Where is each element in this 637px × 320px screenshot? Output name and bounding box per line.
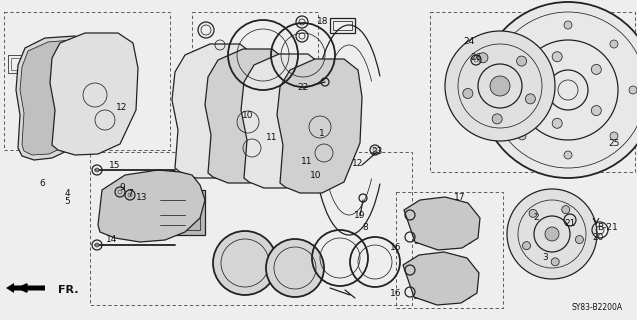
Bar	[11, 58, 33, 70]
Text: 1: 1	[319, 129, 325, 138]
Circle shape	[490, 76, 510, 96]
Circle shape	[564, 21, 572, 29]
Text: 8: 8	[362, 223, 368, 233]
Text: 26: 26	[470, 52, 482, 61]
Circle shape	[445, 31, 555, 141]
Polygon shape	[98, 170, 205, 242]
Text: FR.: FR.	[58, 285, 78, 295]
Polygon shape	[205, 49, 290, 183]
Polygon shape	[404, 197, 480, 250]
Text: 6: 6	[39, 179, 45, 188]
Circle shape	[529, 209, 537, 217]
Text: 22: 22	[297, 84, 308, 92]
Text: 2: 2	[533, 213, 539, 222]
Text: 24: 24	[463, 37, 475, 46]
Circle shape	[526, 94, 535, 104]
Bar	[333, 21, 352, 30]
Circle shape	[551, 258, 559, 266]
Text: 5: 5	[64, 197, 70, 206]
Circle shape	[552, 52, 562, 62]
Circle shape	[499, 86, 507, 94]
Circle shape	[507, 189, 597, 279]
Circle shape	[522, 242, 531, 250]
Text: B-21: B-21	[597, 223, 617, 233]
Circle shape	[552, 118, 562, 128]
Text: 25: 25	[608, 139, 620, 148]
Circle shape	[517, 56, 527, 66]
Bar	[198, 52, 218, 68]
Text: 21: 21	[564, 219, 576, 228]
Circle shape	[478, 53, 488, 63]
Bar	[414, 263, 469, 298]
Polygon shape	[403, 252, 479, 305]
Bar	[8, 55, 36, 73]
Text: 15: 15	[110, 161, 121, 170]
Circle shape	[463, 88, 473, 99]
Circle shape	[575, 236, 583, 244]
Circle shape	[266, 239, 324, 297]
Polygon shape	[50, 33, 138, 155]
Polygon shape	[20, 40, 86, 155]
Text: 16: 16	[390, 243, 402, 252]
Circle shape	[95, 168, 99, 172]
Bar	[330, 18, 355, 33]
Text: 11: 11	[301, 157, 313, 166]
Circle shape	[591, 64, 601, 75]
Text: 10: 10	[310, 171, 322, 180]
Text: 9: 9	[119, 182, 125, 191]
FancyArrow shape	[6, 283, 45, 293]
Text: 17: 17	[454, 193, 466, 202]
Text: 12: 12	[352, 158, 364, 167]
Text: 18: 18	[317, 18, 329, 27]
Circle shape	[528, 85, 538, 95]
Circle shape	[591, 106, 601, 116]
Text: SY83-B2200A: SY83-B2200A	[572, 303, 623, 313]
Bar	[155, 195, 200, 230]
Circle shape	[213, 231, 277, 295]
Circle shape	[610, 40, 618, 48]
Text: 7: 7	[127, 188, 133, 197]
Circle shape	[480, 2, 637, 178]
Polygon shape	[172, 44, 258, 178]
Polygon shape	[16, 36, 92, 160]
Text: 11: 11	[266, 133, 278, 142]
Circle shape	[562, 206, 569, 214]
Text: 16: 16	[390, 289, 402, 298]
Bar	[201, 55, 215, 65]
Text: 12: 12	[117, 103, 127, 113]
Text: 10: 10	[242, 110, 254, 119]
Bar	[415, 208, 470, 243]
Circle shape	[564, 151, 572, 159]
Text: 3: 3	[542, 253, 548, 262]
Text: 19: 19	[354, 212, 366, 220]
Polygon shape	[241, 54, 326, 188]
Circle shape	[95, 243, 99, 247]
Circle shape	[545, 227, 559, 241]
Bar	[150, 190, 205, 235]
Text: 13: 13	[136, 193, 148, 202]
Circle shape	[610, 132, 618, 140]
Circle shape	[518, 132, 526, 140]
Circle shape	[492, 114, 502, 124]
Text: 14: 14	[106, 236, 118, 244]
Polygon shape	[277, 59, 362, 193]
Circle shape	[518, 40, 526, 48]
Text: 23: 23	[371, 148, 383, 156]
Circle shape	[629, 86, 637, 94]
Text: 4: 4	[64, 188, 70, 197]
Text: 20: 20	[592, 233, 604, 242]
